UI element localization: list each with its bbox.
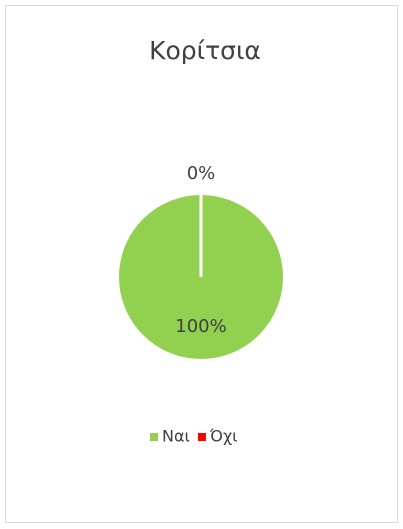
legend-swatch bbox=[150, 433, 158, 441]
chart-title: Κορίτσια bbox=[149, 36, 261, 65]
data-label: 0% bbox=[187, 163, 216, 184]
legend-swatch bbox=[197, 433, 206, 441]
data-label: 100% bbox=[175, 316, 226, 337]
legend-label: Ναι bbox=[162, 427, 190, 446]
legend-label: Όχι bbox=[209, 427, 238, 446]
